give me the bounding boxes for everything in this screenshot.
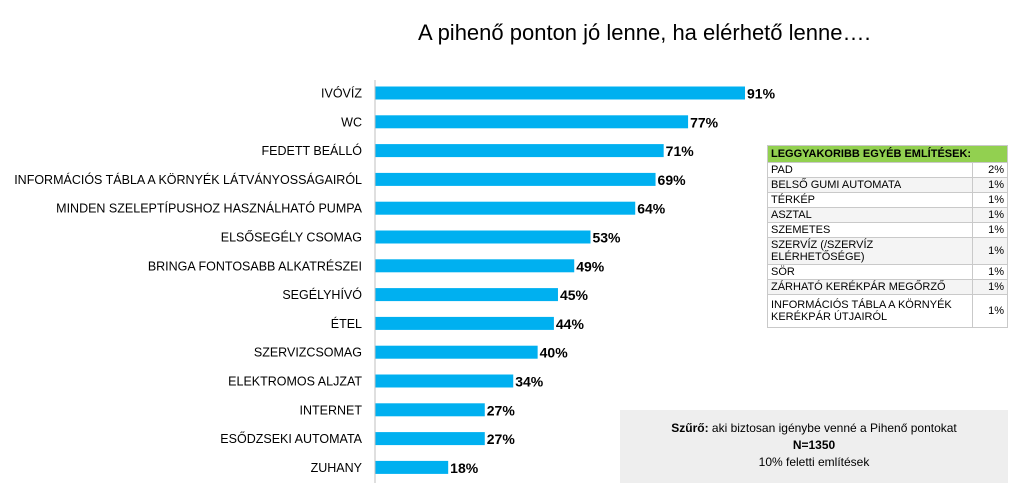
data-label: 64%	[637, 201, 666, 217]
other-mentions-header: LEGGYAKORIBB EGYÉB EMLÍTÉSEK:	[767, 145, 1008, 163]
category-label: BRINGA FONTOSABB ALKATRÉSZEI	[148, 258, 362, 273]
data-label: 44%	[556, 316, 585, 332]
mention-label: SZEMETES	[767, 222, 973, 238]
table-row: ASZTAL 1%	[767, 207, 1008, 223]
data-label: 34%	[515, 374, 544, 390]
category-label: ESŐDZSEKI AUTOMATA	[220, 431, 362, 446]
table-row: ZÁRHATÓ KERÉKPÁR MEGŐRZŐ 1%	[767, 279, 1008, 295]
table-row: PAD 2%	[767, 162, 1008, 178]
category-label: IVÓVÍZ	[321, 86, 362, 101]
category-label: INTERNET	[300, 403, 363, 417]
table-row: SZERVÍZ (/SZERVÍZ ELÉRHETŐSÉGE) 1%	[767, 237, 1008, 265]
category-label: SEGÉLYHÍVÓ	[282, 287, 362, 302]
mention-label: BELSŐ GUMI AUTOMATA	[767, 177, 973, 193]
category-label: ZUHANY	[311, 461, 363, 475]
category-label: INFORMÁCIÓS TÁBLA A KÖRNYÉK LÁTVÁNYOSSÁG…	[14, 172, 362, 187]
data-label: 18%	[450, 460, 479, 476]
data-label: 49%	[576, 258, 605, 274]
mention-value: 1%	[972, 222, 1008, 238]
mention-label: PAD	[767, 162, 973, 178]
filter-prefix: Szűrő:	[671, 421, 709, 435]
category-label: SZERVIZCSOMAG	[254, 346, 362, 360]
mention-value: 1%	[972, 237, 1008, 265]
bar	[375, 172, 656, 186]
mention-value: 1%	[972, 207, 1008, 223]
data-label: 27%	[487, 431, 516, 447]
bar	[375, 201, 636, 215]
filter-text: aki biztosan igénybe venné a Pihenő pont…	[708, 421, 957, 435]
data-label: 69%	[658, 172, 687, 188]
table-row: TÉRKÉP 1%	[767, 192, 1008, 208]
bar	[375, 86, 745, 100]
table-row: SÖR 1%	[767, 264, 1008, 280]
bar	[375, 374, 514, 388]
bar	[375, 115, 689, 129]
bars-layer: IVÓVÍZ 91% WC 77% FEDETT BEÁLLÓ 71% INFORMÁCIÓ…	[14, 86, 775, 476]
category-label: ELEKTROMOS ALJZAT	[228, 375, 362, 389]
bar	[375, 403, 485, 417]
filter-box: Szűrő: aki biztosan igénybe venné a Pihe…	[620, 410, 1008, 483]
category-label: ELSŐSEGÉLY CSOMAG	[221, 230, 362, 245]
data-label: 40%	[540, 345, 569, 361]
mention-label: SÖR	[767, 264, 973, 280]
table-row: SZEMETES 1%	[767, 222, 1008, 238]
bar	[375, 316, 554, 330]
mention-value: 1%	[972, 264, 1008, 280]
mention-value: 2%	[972, 162, 1008, 178]
data-label: 45%	[560, 287, 589, 303]
mention-value: 1%	[972, 279, 1008, 295]
table-row: BELSŐ GUMI AUTOMATA 1%	[767, 177, 1008, 193]
mention-label: ZÁRHATÓ KERÉKPÁR MEGŐRZŐ	[767, 279, 973, 295]
category-label: WC	[341, 115, 362, 129]
other-mentions-table: LEGGYAKORIBB EGYÉB EMLÍTÉSEK: PAD 2% BELSŐ…	[767, 145, 1008, 328]
bar	[375, 288, 558, 302]
sample-size: N=1350	[792, 438, 836, 452]
category-label: ÉTEL	[331, 316, 362, 331]
category-label: MINDEN SZELEPTÍPUSHOZ HASZNÁLHATÓ PUMPA	[56, 201, 362, 216]
chart-title: A pihenő ponton jó lenne, ha elérhető le…	[418, 20, 871, 45]
bar	[375, 432, 485, 446]
mention-label: INFORMÁCIÓS TÁBLA A KÖRNYÉK KERÉKPÁR ÚTJ…	[767, 294, 973, 328]
category-label: FEDETT BEÁLLÓ	[262, 143, 363, 158]
mention-value: 1%	[972, 177, 1008, 193]
data-label: 91%	[747, 86, 776, 102]
filter-note: 10% feletti említések	[758, 455, 870, 469]
bar	[375, 345, 538, 359]
bar	[375, 144, 664, 158]
table-row: INFORMÁCIÓS TÁBLA A KÖRNYÉK KERÉKPÁR ÚTJ…	[767, 294, 1008, 328]
mention-label: ASZTAL	[767, 207, 973, 223]
mention-label: TÉRKÉP	[767, 192, 973, 208]
data-label: 77%	[690, 114, 719, 130]
data-label: 27%	[487, 402, 516, 418]
mention-value: 1%	[972, 192, 1008, 208]
mention-value: 1%	[972, 294, 1008, 328]
bar	[375, 460, 449, 474]
mention-label: SZERVÍZ (/SZERVÍZ ELÉRHETŐSÉGE)	[767, 237, 973, 265]
bar	[375, 230, 591, 244]
bar	[375, 259, 575, 273]
data-label: 53%	[592, 230, 621, 246]
data-label: 71%	[666, 143, 695, 159]
